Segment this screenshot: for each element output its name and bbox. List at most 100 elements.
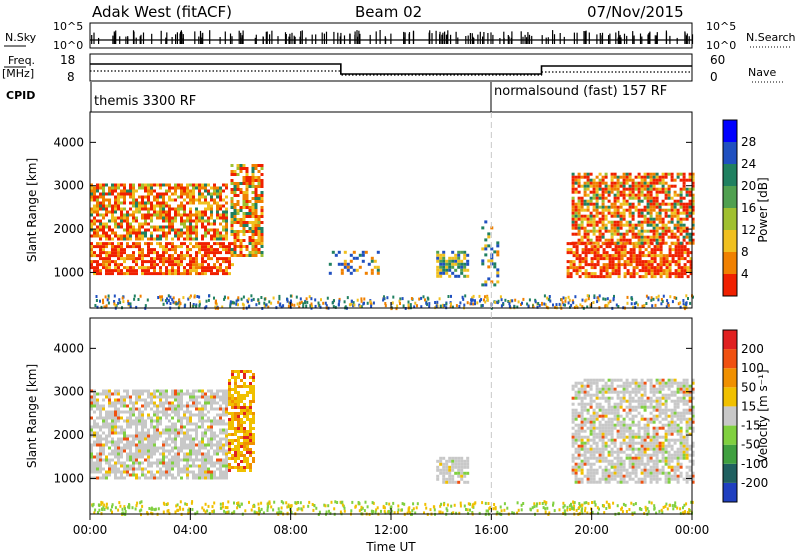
echo-cell xyxy=(622,178,626,182)
echo-cell xyxy=(141,222,144,226)
echo-cell xyxy=(216,189,219,193)
echo-cell xyxy=(661,220,665,224)
echo-cell xyxy=(571,426,575,430)
echo-cell xyxy=(622,214,626,218)
echo-cell xyxy=(201,186,204,190)
echo-cell xyxy=(132,186,135,190)
echo-cell xyxy=(186,422,189,426)
echo-cell xyxy=(138,251,141,255)
echo-cell xyxy=(580,453,584,457)
echo-cell xyxy=(580,184,584,188)
echo-cell xyxy=(586,181,590,185)
echo-cell xyxy=(237,418,240,421)
echo-cell xyxy=(171,410,174,414)
echo-cell xyxy=(228,242,231,246)
echo-cell xyxy=(610,423,614,427)
echo-cell xyxy=(192,213,195,217)
echo-cell xyxy=(219,269,222,273)
echo-cell xyxy=(117,452,120,456)
echo-cell xyxy=(592,229,596,233)
echo-cell xyxy=(656,272,660,276)
echo-cell xyxy=(150,189,153,193)
echo-cell xyxy=(138,467,141,471)
echo-cell xyxy=(120,395,123,399)
echo-cell xyxy=(236,236,240,239)
echo-cell xyxy=(613,208,617,212)
echo-cell xyxy=(189,248,192,252)
echo-cell xyxy=(251,248,255,251)
echo-cell xyxy=(679,205,683,209)
echo-cell xyxy=(571,217,575,221)
nsky-bar xyxy=(375,31,377,44)
scatter-cell xyxy=(481,304,484,307)
echo-cell xyxy=(150,216,153,220)
echo-cell xyxy=(574,468,578,472)
echo-cell xyxy=(147,228,150,232)
echo-cell xyxy=(608,260,612,264)
echo-cell xyxy=(610,408,614,412)
echo-cell xyxy=(668,254,672,258)
echo-cell xyxy=(219,458,222,462)
echo-cell xyxy=(252,439,255,442)
echo-cell xyxy=(159,237,162,241)
echo-cell xyxy=(204,189,207,193)
echo-cell xyxy=(680,269,684,273)
scatter-cell xyxy=(485,295,488,299)
echo-cell xyxy=(141,470,144,474)
echo-cell xyxy=(156,413,159,417)
echo-cell xyxy=(248,185,252,188)
echo-cell xyxy=(225,455,228,459)
nsky-bar xyxy=(199,30,202,44)
echo-cell xyxy=(622,426,626,430)
echo-cell xyxy=(99,470,102,474)
scatter-cell xyxy=(508,304,511,308)
echo-cell xyxy=(610,232,614,236)
echo-cell xyxy=(219,207,222,211)
echo-cell xyxy=(183,440,186,444)
echo-cell xyxy=(670,217,674,221)
echo-cell xyxy=(622,429,626,433)
echo-cell xyxy=(201,464,204,468)
echo-cell xyxy=(246,445,249,448)
echo-cell xyxy=(668,248,672,252)
echo-cell xyxy=(210,234,213,238)
echo-cell xyxy=(102,266,105,270)
echo-cell xyxy=(123,237,126,241)
echo-cell xyxy=(144,425,147,429)
echo-cell xyxy=(595,181,599,185)
echo-cell xyxy=(216,434,219,438)
echo-cell xyxy=(96,183,99,187)
echo-cell xyxy=(230,218,234,221)
echo-cell xyxy=(219,467,222,471)
echo-cell xyxy=(245,191,249,194)
echo-cell xyxy=(650,266,654,270)
echo-cell xyxy=(233,170,237,173)
echo-cell xyxy=(682,205,686,209)
echo-cell xyxy=(231,412,234,415)
echo-cell xyxy=(105,254,108,258)
echo-cell xyxy=(117,201,120,205)
echo-cell xyxy=(691,205,695,209)
echo-cell xyxy=(610,450,614,454)
echo-cell xyxy=(195,254,198,258)
echo-cell xyxy=(213,186,216,190)
echo-cell xyxy=(204,248,207,252)
nsky-bar xyxy=(490,32,492,44)
echo-cell xyxy=(168,449,171,453)
echo-cell xyxy=(171,228,174,232)
echo-cell xyxy=(634,184,638,188)
echo-cell xyxy=(674,269,678,273)
echo-cell xyxy=(144,398,147,402)
echo-cell xyxy=(589,465,593,469)
echo-cell xyxy=(198,470,201,474)
echo-cell xyxy=(132,422,135,426)
echo-cell xyxy=(638,269,642,273)
echo-cell xyxy=(679,211,683,215)
echo-cell xyxy=(225,269,228,273)
echo-cell xyxy=(99,449,102,453)
echo-cell xyxy=(617,272,621,276)
echo-cell xyxy=(640,175,644,179)
echo-cell xyxy=(192,452,195,456)
echo-cell xyxy=(171,257,174,261)
echo-cell xyxy=(598,432,602,436)
